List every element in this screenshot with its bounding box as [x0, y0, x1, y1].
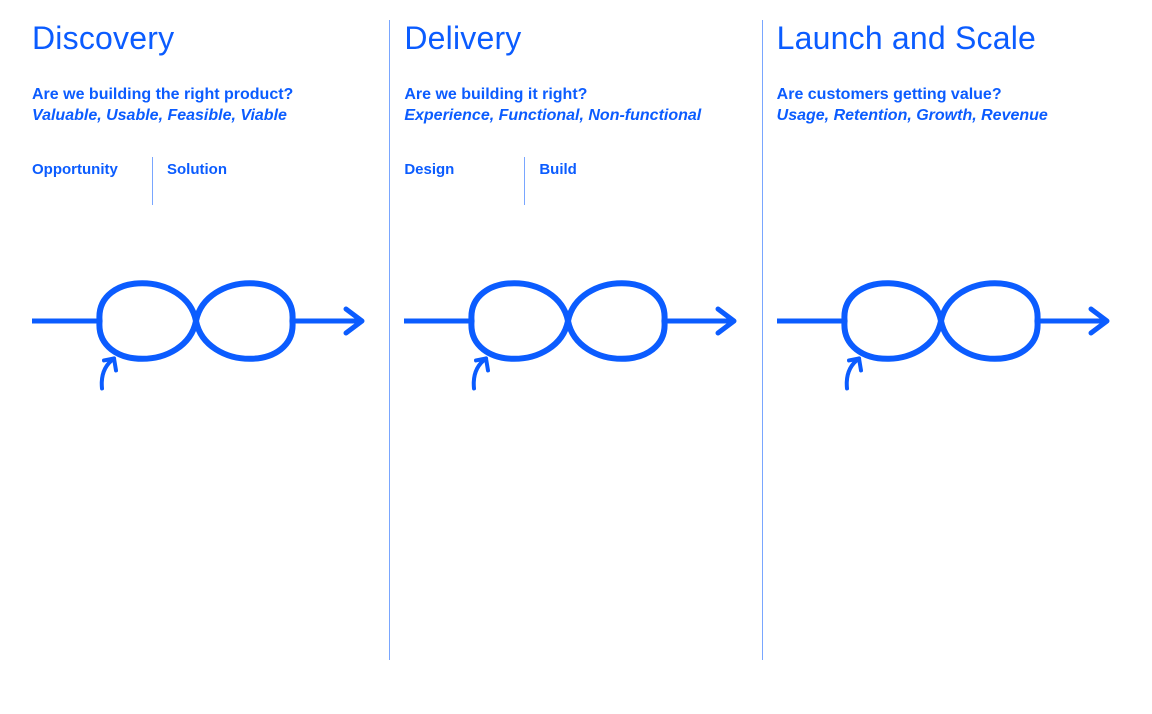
sub-label-right: Build	[539, 161, 577, 178]
sub-row-empty	[777, 161, 1120, 211]
sub-row: Opportunity Solution	[32, 161, 375, 211]
phase-divider	[389, 20, 390, 660]
phase-divider	[762, 20, 763, 660]
phase-title: Delivery	[404, 20, 747, 57]
infinity-loop	[404, 241, 747, 401]
phase-delivery: Delivery Are we building it right? Exper…	[392, 20, 759, 714]
phase-question: Are customers getting value?	[777, 85, 1120, 106]
diagram-container: Discovery Are we building the right prod…	[0, 0, 1152, 714]
infinity-loop-icon	[32, 241, 392, 401]
sub-label-left: Design	[404, 161, 524, 178]
infinity-loop	[32, 241, 375, 401]
phase-title: Discovery	[32, 20, 375, 57]
phase-question: Are we building the right product?	[32, 85, 375, 106]
sub-divider	[524, 157, 525, 205]
phase-launch-scale: Launch and Scale Are customers getting v…	[765, 20, 1132, 714]
infinity-loop	[777, 241, 1120, 401]
sub-label-right: Solution	[167, 161, 227, 178]
infinity-loop-icon	[777, 241, 1137, 401]
phase-keywords: Usage, Retention, Growth, Revenue	[777, 106, 1120, 127]
infinity-loop-icon	[404, 241, 764, 401]
sub-row: Design Build	[404, 161, 747, 211]
sub-label-left: Opportunity	[32, 161, 152, 178]
phase-keywords: Valuable, Usable, Feasible, Viable	[32, 106, 375, 127]
phase-question: Are we building it right?	[404, 85, 747, 106]
phase-keywords: Experience, Functional, Non-functional	[404, 106, 747, 127]
phase-discovery: Discovery Are we building the right prod…	[20, 20, 387, 714]
sub-divider	[152, 157, 153, 205]
phase-title: Launch and Scale	[777, 20, 1120, 57]
